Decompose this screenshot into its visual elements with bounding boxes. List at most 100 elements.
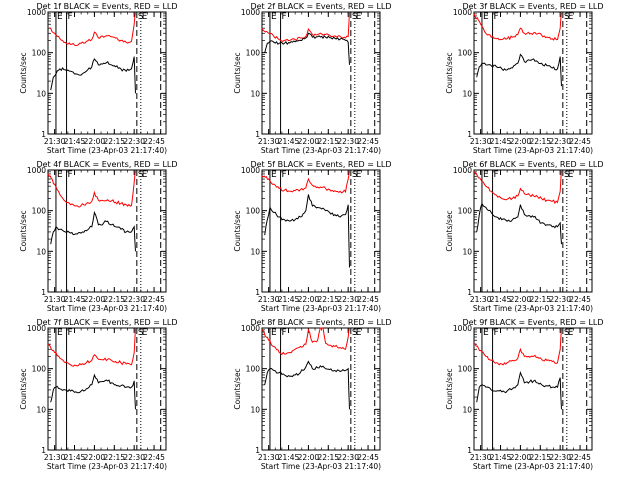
x-axis-label: Start Time (23-Apr-03 21:17:40): [261, 146, 381, 155]
x-tick-label: 22:00: [84, 137, 106, 146]
event-marker-label: S: [352, 170, 358, 180]
chart-title: Det 2f BLACK = Events, RED = LLD: [250, 2, 391, 11]
x-tick-label: 21:45: [490, 453, 512, 462]
chart-panel-9: Det 9f BLACK = Events, RED = LLD 1 10 100 10…: [445, 318, 604, 471]
x-tick-label: 22:30: [123, 137, 145, 146]
y-tick-label: 100: [458, 207, 473, 216]
y-tick-label: 1000: [453, 166, 472, 175]
x-axis-label: Start Time (23-Apr-03 21:17:40): [47, 146, 167, 155]
x-tick-label: 22:15: [103, 295, 125, 304]
x-tick-label: 21:45: [490, 295, 512, 304]
x-tick-label: 22:15: [317, 137, 339, 146]
x-tick-label: 22:00: [510, 295, 532, 304]
y-tick-label: 1: [41, 130, 46, 139]
x-tick-label: 21:30: [44, 453, 66, 462]
y-tick-label: 100: [246, 365, 261, 374]
chart-title: Det 8f BLACK = Events, RED = LLD: [250, 318, 391, 327]
y-tick-label: 1000: [241, 8, 260, 17]
x-tick-label: 22:45: [569, 137, 591, 146]
x-tick-label: 22:00: [298, 137, 320, 146]
event-marker-label: F: [282, 170, 287, 180]
event-marker-label: E: [568, 328, 574, 338]
lld-rate-line: [473, 327, 562, 366]
y-tick-label: 100: [458, 365, 473, 374]
y-tick-label: 100: [32, 365, 47, 374]
chart-panel-3: Det 3f BLACK = Events, RED = LLD 1 10 100 10…: [445, 2, 604, 155]
event-rate-line: [50, 373, 136, 410]
x-tick-label: 21:30: [44, 137, 66, 146]
chart-panel-8: Det 8f BLACK = Events, RED = LLD 1 10 100 10…: [233, 318, 392, 471]
event-marker-label: S: [138, 12, 144, 22]
event-marker-label: S: [138, 170, 144, 180]
plot-frame: [261, 169, 381, 293]
chart-title: Det 7f BLACK = Events, RED = LLD: [36, 318, 177, 327]
x-tick-label: 21:45: [64, 295, 86, 304]
y-tick-label: 1: [467, 288, 472, 297]
chart-title: Det 4f BLACK = Events, RED = LLD: [36, 160, 177, 169]
y-tick-label: 10: [36, 247, 46, 256]
event-marker-label: E: [271, 328, 277, 338]
x-axis-label: Start Time (23-Apr-03 21:17:40): [261, 462, 381, 471]
x-tick-label: 21:30: [258, 137, 280, 146]
y-tick-label: 100: [458, 49, 473, 58]
x-tick-label: 22:15: [103, 453, 125, 462]
chart-panel-6: Det 6f BLACK = Events, RED = LLD 1 10 100 10…: [445, 160, 604, 313]
x-tick-label: 22:00: [84, 453, 106, 462]
lld-rate-line: [261, 11, 350, 42]
event-rate-line: [50, 210, 136, 252]
x-tick-label: 22:30: [549, 137, 571, 146]
chart-title: Det 5f BLACK = Events, RED = LLD: [250, 160, 391, 169]
y-tick-label: 1000: [241, 166, 260, 175]
x-tick-label: 22:15: [317, 453, 339, 462]
event-marker-label: E: [271, 170, 277, 180]
y-tick-label: 1: [41, 288, 46, 297]
x-axis-label: Start Time (23-Apr-03 21:17:40): [473, 462, 593, 471]
event-rate-line: [476, 53, 562, 87]
y-tick-label: 1000: [241, 324, 260, 333]
x-tick-label: 21:30: [258, 295, 280, 304]
event-rate-line: [476, 370, 562, 410]
x-tick-label: 22:30: [549, 295, 571, 304]
x-tick-label: 22:45: [143, 137, 165, 146]
y-axis-label: Counts/sec: [445, 52, 454, 93]
x-tick-label: 22:30: [549, 453, 571, 462]
x-tick-label: 22:30: [337, 295, 359, 304]
plot-frame: [473, 169, 593, 293]
x-tick-label: 21:30: [470, 453, 492, 462]
x-tick-label: 22:15: [529, 137, 551, 146]
x-tick-label: 21:30: [470, 137, 492, 146]
x-tick-label: 21:30: [470, 295, 492, 304]
y-tick-label: 1000: [27, 324, 46, 333]
x-tick-label: 22:30: [337, 453, 359, 462]
x-tick-label: 21:30: [44, 295, 66, 304]
event-rate-line: [264, 194, 350, 268]
x-tick-label: 22:00: [84, 295, 106, 304]
plot-frame: [47, 169, 167, 293]
y-tick-label: 10: [462, 89, 472, 98]
x-tick-label: 22:15: [529, 295, 551, 304]
x-tick-label: 22:30: [123, 295, 145, 304]
event-marker-label: F: [68, 170, 73, 180]
y-tick-label: 1000: [453, 8, 472, 17]
event-marker-label: S: [564, 170, 570, 180]
x-tick-label: 22:45: [569, 295, 591, 304]
x-tick-label: 22:45: [357, 295, 379, 304]
plot-frame: [47, 11, 167, 135]
y-axis-label: Counts/sec: [233, 368, 242, 409]
plot-frame: [261, 327, 381, 451]
x-axis-label: Start Time (23-Apr-03 21:17:40): [473, 304, 593, 313]
y-tick-label: 10: [462, 405, 472, 414]
lld-rate-line: [473, 11, 562, 41]
y-tick-label: 1000: [27, 166, 46, 175]
chart-title: Det 3f BLACK = Events, RED = LLD: [462, 2, 603, 11]
event-marker-label: S: [138, 328, 144, 338]
event-rate-line: [476, 202, 562, 245]
plot-frame: [473, 11, 593, 135]
y-axis-label: Counts/sec: [233, 52, 242, 93]
event-marker-label: E: [142, 12, 148, 22]
y-axis-label: Counts/sec: [233, 210, 242, 251]
chart-panel-7: Det 7f BLACK = Events, RED = LLD 1 10 100 10…: [19, 318, 178, 471]
x-tick-label: 22:45: [357, 137, 379, 146]
chart-panel-4: Det 4f BLACK = Events, RED = LLD 1 10 100 10…: [19, 160, 178, 313]
